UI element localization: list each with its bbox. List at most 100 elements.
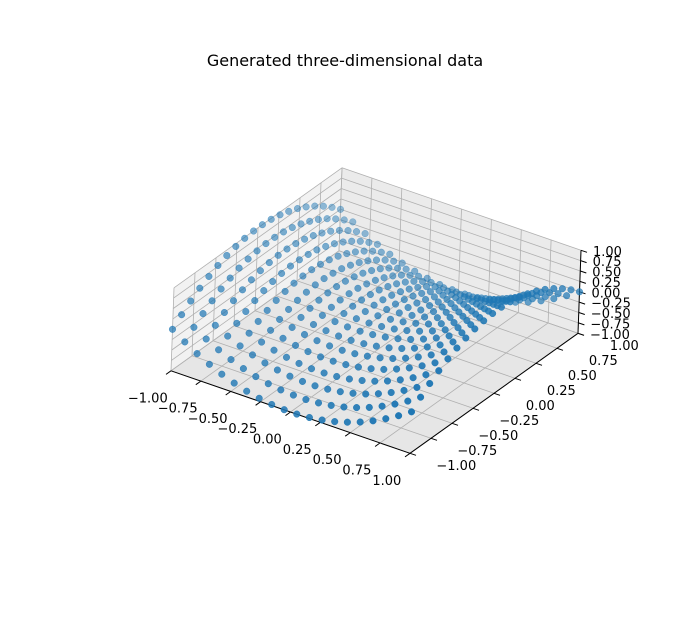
scatter-point [402, 354, 410, 362]
scatter-point [384, 282, 392, 291]
scatter-point [367, 365, 375, 373]
scatter-point [506, 298, 514, 306]
scatter-point [349, 302, 357, 310]
scatter-point [417, 306, 425, 314]
scatter-point [309, 320, 318, 329]
scatter-point [397, 271, 405, 279]
z-tick-label: −0.25 [591, 297, 631, 312]
scatter-point [345, 290, 353, 298]
scatter-point [427, 351, 435, 359]
scatter-point [442, 308, 450, 316]
scatter-point [292, 240, 300, 248]
scatter-point [378, 402, 386, 410]
scatter-point [242, 307, 250, 316]
scatter-point [236, 342, 244, 350]
scatter-point [208, 297, 216, 305]
z-tick-label: −0.50 [591, 307, 631, 322]
scatter-point [245, 329, 253, 337]
y-tick-label: −0.25 [499, 414, 539, 429]
scatter-point [299, 272, 307, 280]
scatter-point [387, 388, 395, 397]
scatter-point [295, 256, 303, 264]
scatter-point [306, 217, 314, 225]
scatter-point [229, 297, 238, 305]
scatter-point [394, 264, 402, 272]
scatter-point [402, 265, 410, 273]
scatter-point [430, 293, 438, 301]
scatter-point [438, 303, 446, 311]
scatter-point [381, 333, 389, 341]
grid-line-y-floor [317, 265, 558, 349]
scatter-point [435, 367, 443, 375]
scatter-point [243, 387, 251, 395]
scatter-point [304, 348, 312, 356]
scatter-point [389, 354, 397, 363]
scatter-point [340, 309, 348, 318]
scatter-point [327, 303, 335, 311]
scatter-point [318, 311, 326, 319]
z-tick-mark [580, 260, 587, 264]
scatter-point [372, 256, 381, 264]
grid-line-y-left [296, 197, 301, 281]
scatter-point [223, 251, 231, 260]
scatter-point [327, 401, 335, 409]
scatter-point [283, 245, 291, 253]
scatter-point [276, 211, 284, 219]
scatter-point [440, 348, 448, 356]
x-tick-label: 0.75 [342, 463, 371, 478]
y-tick-mark [493, 392, 501, 396]
scatter-point [331, 318, 339, 326]
scatter-point [328, 203, 336, 211]
scatter-point [429, 308, 438, 316]
scatter-point [380, 274, 388, 282]
scatter-point [393, 365, 401, 373]
scatter-point [356, 237, 364, 245]
grid-line-x-floor [350, 312, 519, 433]
scatter-point [291, 341, 300, 349]
scatter-point [422, 295, 430, 304]
scatter-point [361, 230, 369, 238]
scatter-point [289, 391, 297, 399]
scatter-point [285, 305, 293, 313]
scatter-point [338, 346, 346, 354]
scatter-point [489, 309, 497, 318]
scatter-point [515, 293, 523, 301]
scatter-point [458, 329, 466, 337]
scatter-point [369, 247, 377, 255]
scatter-point [260, 287, 268, 295]
x-tick-label: −1.00 [128, 391, 168, 406]
scatter-point [369, 331, 377, 339]
scatter-point [286, 372, 294, 380]
scatter-point [541, 285, 549, 293]
scatter-point [344, 227, 352, 235]
scatter-point [211, 321, 219, 329]
scatter-point [377, 248, 385, 256]
z-tick-mark [580, 249, 588, 253]
scatter-point [363, 352, 371, 360]
scatter-point [368, 267, 376, 275]
scatter-point [366, 290, 374, 299]
scatter-point [335, 332, 343, 340]
y-tick-mark [409, 452, 417, 456]
z-tick-label: −0.75 [590, 317, 630, 332]
scatter-point [524, 290, 532, 298]
z-tick-label: −1.00 [590, 328, 630, 343]
scatter-point [311, 202, 319, 210]
tick-labels: −1.00−1.00−1.00−0.75−0.75−0.75−0.50−0.50… [128, 245, 639, 489]
scatter-point [241, 234, 249, 242]
scatter-point [360, 340, 368, 348]
scatter-point [280, 406, 288, 414]
scatter-point [365, 238, 373, 246]
scatter-point [385, 344, 393, 352]
scatter-point [322, 242, 330, 250]
scatter-point [205, 272, 213, 280]
scatter-point [375, 286, 383, 294]
scatter-point [220, 308, 228, 317]
scatter-point [329, 269, 337, 277]
scatter-point [359, 269, 367, 277]
scatter-point [558, 285, 566, 293]
scatter-point [413, 383, 421, 391]
scatter-point [350, 273, 358, 281]
scatter-point [269, 277, 277, 286]
scatter-point [217, 285, 225, 293]
